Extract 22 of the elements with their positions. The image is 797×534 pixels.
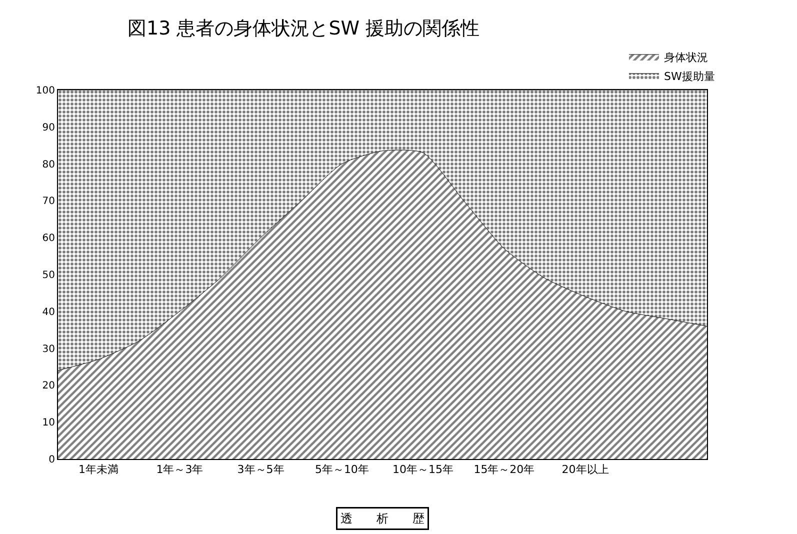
x-tick-label: 5年～10年 (314, 463, 369, 476)
y-tick-label: 90 (42, 122, 55, 134)
x-tick-label: 20年以上 (562, 463, 609, 476)
legend-label: 身体状況 (664, 50, 708, 64)
y-tick-label: 30 (42, 344, 55, 355)
y-tick-label: 70 (42, 196, 55, 208)
x-tick-label: 15年～20年 (474, 463, 535, 476)
y-tick-label: 50 (42, 270, 55, 281)
x-tick-label: 1年～3年 (156, 463, 204, 476)
y-tick-label: 100 (36, 86, 55, 96)
x-axis-title: 透 析 歴 (340, 512, 424, 526)
y-tick-label: 20 (42, 380, 55, 392)
y-tick-label: 40 (42, 306, 55, 318)
legend-label: SW援助量 (664, 70, 715, 83)
y-tick-label: 10 (42, 418, 55, 429)
chart-title: 図13 患者の身体状況とSW 援助の関係性 (128, 18, 480, 40)
y-tick-label: 60 (42, 233, 55, 244)
x-tick-label: 1年未満 (78, 463, 119, 476)
x-tick-label: 10年～15年 (392, 463, 454, 476)
y-tick-label: 0 (48, 454, 55, 466)
y-tick-label: 80 (42, 159, 55, 170)
x-tick-label: 3年～5年 (237, 463, 284, 476)
